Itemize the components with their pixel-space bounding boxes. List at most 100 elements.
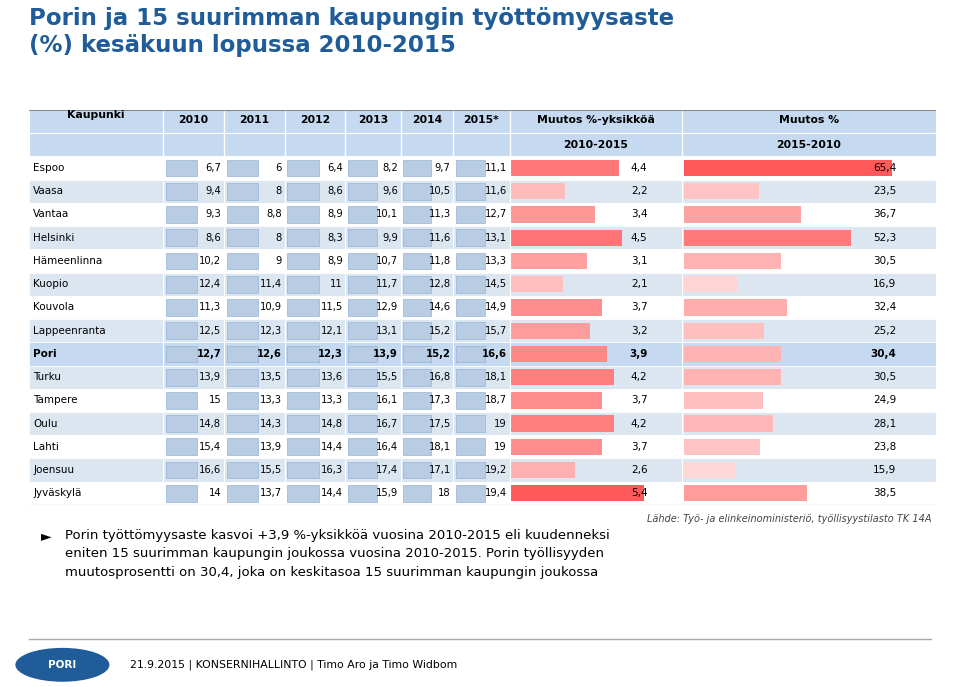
Bar [348, 253, 377, 269]
Text: 19,4: 19,4 [485, 488, 507, 498]
Text: 12,8: 12,8 [428, 279, 450, 289]
Text: Espoo: Espoo [34, 163, 64, 173]
Text: 18,1: 18,1 [428, 442, 450, 452]
Text: 19: 19 [494, 418, 507, 429]
Text: 3,7: 3,7 [631, 442, 647, 452]
Bar [512, 462, 575, 478]
Bar [456, 183, 486, 200]
Text: 17,4: 17,4 [376, 465, 398, 475]
Bar [512, 229, 622, 246]
Text: 15,2: 15,2 [428, 326, 450, 336]
Text: 5,4: 5,4 [631, 488, 647, 498]
Bar [684, 346, 780, 362]
Text: 2,2: 2,2 [631, 186, 647, 196]
Bar [227, 369, 258, 385]
Bar [166, 485, 198, 502]
Bar [166, 322, 198, 339]
Bar [456, 415, 486, 432]
Bar [456, 229, 486, 246]
Bar [403, 392, 431, 409]
Text: Tampere: Tampere [34, 396, 78, 405]
Text: 12,1: 12,1 [321, 326, 343, 336]
Text: 24,9: 24,9 [873, 396, 896, 405]
Bar [227, 485, 258, 502]
Bar [166, 346, 198, 362]
Bar [456, 346, 486, 362]
Bar [456, 369, 486, 385]
Text: 6,7: 6,7 [205, 163, 221, 173]
Bar [348, 299, 377, 316]
Bar [403, 206, 431, 223]
Text: 30,5: 30,5 [873, 372, 896, 382]
Bar [287, 485, 319, 502]
Ellipse shape [15, 648, 109, 682]
Text: 11,6: 11,6 [485, 186, 507, 196]
Text: 9,7: 9,7 [435, 163, 450, 173]
Text: 11,4: 11,4 [260, 279, 282, 289]
Text: 15,7: 15,7 [485, 326, 507, 336]
Text: 12,7: 12,7 [485, 210, 507, 219]
Bar [166, 392, 198, 409]
Text: 30,5: 30,5 [873, 256, 896, 266]
Bar [348, 438, 377, 455]
Text: Muutos %-yksikköä: Muutos %-yksikköä [537, 115, 655, 125]
Bar [29, 133, 936, 157]
Text: 13,3: 13,3 [485, 256, 507, 266]
Bar [348, 415, 377, 432]
Bar [512, 346, 607, 362]
Bar [403, 253, 431, 269]
Bar [287, 369, 319, 385]
Bar [456, 206, 486, 223]
Text: 25,2: 25,2 [873, 326, 896, 336]
Bar [227, 229, 258, 246]
Bar [29, 249, 936, 273]
Text: 4,2: 4,2 [631, 372, 647, 382]
Text: 2012: 2012 [300, 115, 330, 125]
Bar [348, 206, 377, 223]
Text: 14,4: 14,4 [321, 488, 343, 498]
Bar [512, 485, 644, 502]
Bar [512, 369, 614, 385]
Bar [29, 226, 936, 249]
Bar [403, 485, 431, 502]
Text: 16,4: 16,4 [376, 442, 398, 452]
Bar [348, 322, 377, 339]
Bar [684, 160, 893, 176]
Text: 15: 15 [208, 396, 221, 405]
Text: 2010-2015: 2010-2015 [564, 139, 628, 150]
Text: Porin ja 15 suurimman kaupungin työttömyysaste
(%) kesäkuun lopussa 2010-2015: Porin ja 15 suurimman kaupungin työttömy… [29, 7, 674, 58]
Text: 9: 9 [276, 256, 282, 266]
Bar [403, 438, 431, 455]
Bar [287, 415, 319, 432]
Bar [456, 275, 486, 293]
Text: 9,6: 9,6 [382, 186, 398, 196]
Bar [227, 206, 258, 223]
Text: 8: 8 [276, 233, 282, 243]
Text: 65,4: 65,4 [873, 163, 896, 173]
Text: 17,5: 17,5 [428, 418, 450, 429]
Text: Kouvola: Kouvola [34, 302, 75, 313]
Text: 23,5: 23,5 [873, 186, 896, 196]
Bar [287, 392, 319, 409]
Bar [29, 458, 936, 482]
Text: Helsinki: Helsinki [34, 233, 75, 243]
Bar [29, 319, 936, 342]
Text: 15,2: 15,2 [426, 349, 450, 359]
Bar [403, 159, 431, 177]
Bar [166, 229, 198, 246]
Text: Vantaa: Vantaa [34, 210, 69, 219]
Bar [348, 462, 377, 478]
Bar [166, 206, 198, 223]
Bar [29, 110, 936, 133]
Text: 9,3: 9,3 [205, 210, 221, 219]
Bar [456, 485, 486, 502]
Text: Jyväskylä: Jyväskylä [34, 488, 82, 498]
Bar [287, 438, 319, 455]
Bar [227, 322, 258, 339]
Text: 15,5: 15,5 [375, 372, 398, 382]
Text: 18,7: 18,7 [485, 396, 507, 405]
Text: 13,5: 13,5 [260, 372, 282, 382]
Bar [403, 183, 431, 200]
Text: 6,4: 6,4 [327, 163, 343, 173]
Bar [403, 322, 431, 339]
